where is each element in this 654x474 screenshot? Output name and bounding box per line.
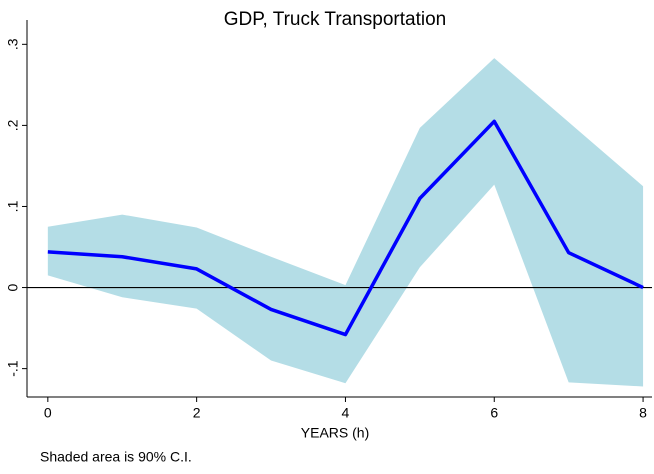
y-tick-label: .1 [5, 200, 21, 212]
y-tick-label: -.1 [5, 360, 21, 377]
ci-band [47, 58, 644, 387]
x-axis-label: YEARS (h) [301, 425, 369, 441]
y-tick-label: .2 [5, 119, 21, 131]
line [47, 119, 644, 337]
note: Shaded area is 90% C.I. [40, 449, 192, 465]
x-tick-label: 8 [639, 405, 647, 421]
y-tick-label: 0 [5, 283, 21, 291]
x-tick-label: 0 [44, 405, 52, 421]
x-tick-label: 2 [193, 405, 201, 421]
x-tick-label: 4 [342, 405, 350, 421]
x-tick-label: 6 [490, 405, 498, 421]
chart-title: GDP, Truck Transportation [224, 9, 446, 30]
y-tick-label: .3 [5, 38, 21, 50]
